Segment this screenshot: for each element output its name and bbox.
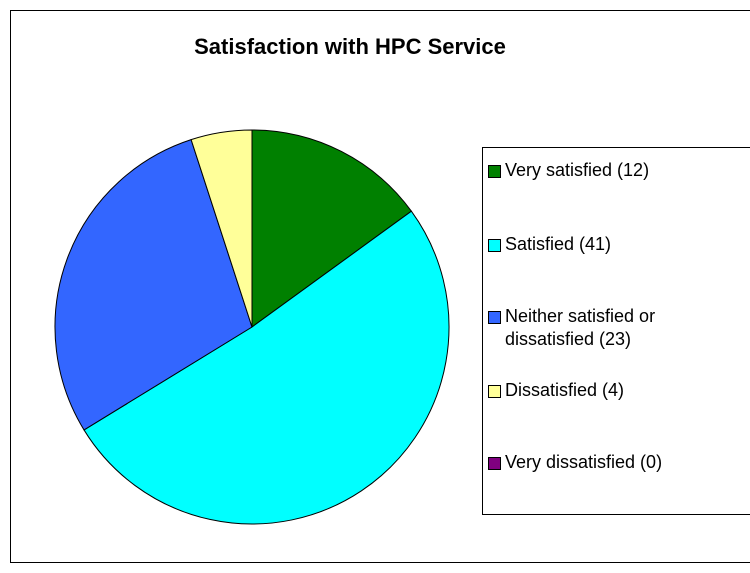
legend: Very satisfied (12) Satisfied (41) Neither… — [482, 147, 750, 515]
legend-label: Neither satisfied or dissatisfied (23) — [505, 306, 656, 349]
pie-slice — [83, 210, 450, 525]
legend-swatch — [488, 457, 501, 470]
pie-slice — [54, 139, 253, 431]
legend-label: Very dissatisfied (0) — [505, 452, 663, 472]
legend-swatch — [488, 165, 501, 178]
legend-label: Very satisfied (12) — [505, 160, 650, 180]
legend-swatch — [488, 239, 501, 252]
legend-item: Very satisfied (12) — [488, 159, 745, 182]
pie-slice — [251, 129, 413, 328]
chart-title: Satisfaction with HPC Service — [194, 34, 506, 59]
legend-label: Dissatisfied (4) — [505, 380, 625, 400]
legend-item: Satisfied (41) — [488, 233, 745, 256]
frame — [10, 10, 750, 563]
legend-item: Neither satisfied or dissatisfied (23) — [488, 305, 745, 351]
legend-swatch — [488, 311, 501, 324]
legend-label: Satisfied (41) — [505, 234, 612, 254]
legend-item: Very dissatisfied (0) — [488, 451, 745, 474]
legend-item: Dissatisfied (4) — [488, 379, 745, 402]
legend-swatch — [488, 385, 501, 398]
